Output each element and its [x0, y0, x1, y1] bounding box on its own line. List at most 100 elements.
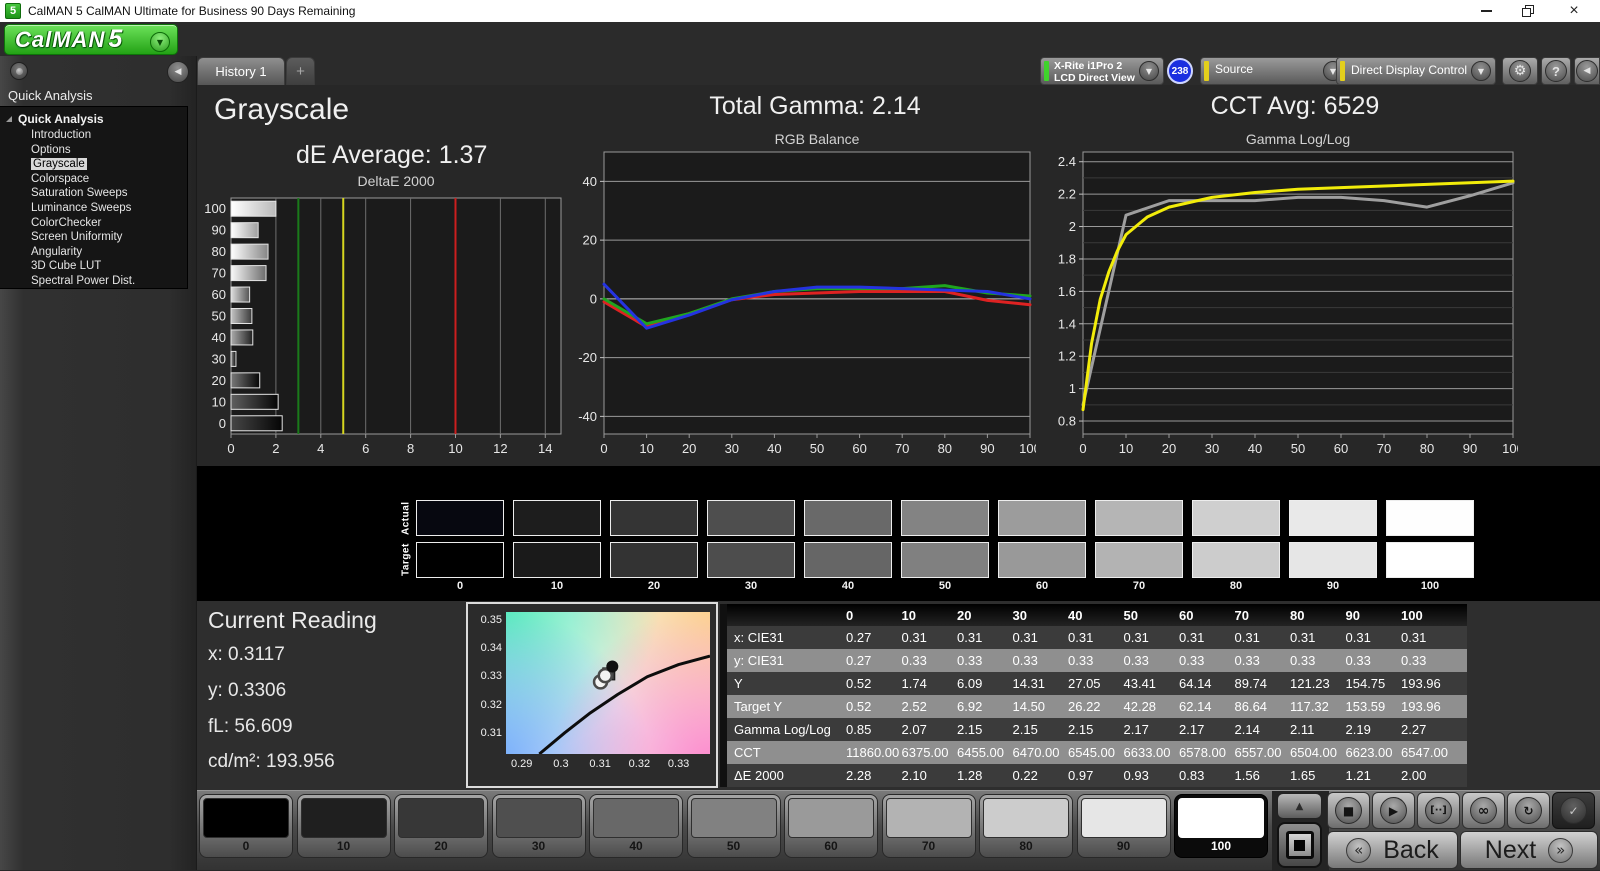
- actual-patch-20: [610, 500, 698, 536]
- sidebar-item-saturation-sweeps[interactable]: Saturation Sweeps: [31, 187, 128, 200]
- range-button[interactable]: [··]: [1417, 792, 1460, 829]
- source-dropdown[interactable]: Source ▼: [1200, 57, 1348, 85]
- display-control-dropdown[interactable]: Direct Display Control ▼: [1336, 57, 1496, 85]
- pattern-button-90[interactable]: 90: [1076, 794, 1171, 858]
- pattern-button-100[interactable]: 100: [1174, 794, 1268, 858]
- close-button[interactable]: ×: [1569, 2, 1579, 19]
- confirm-button[interactable]: ✓: [1552, 792, 1595, 829]
- pattern-level-label: 100: [1210, 839, 1232, 853]
- sidebar-item-introduction[interactable]: Introduction: [31, 129, 92, 141]
- cie-y-tick: 0.32: [480, 698, 502, 711]
- table-cell: 1.65: [1290, 768, 1316, 783]
- table-cell: 193.96: [1401, 676, 1441, 691]
- pattern-button-30[interactable]: 30: [491, 794, 586, 858]
- refresh-button[interactable]: ↻: [1507, 792, 1550, 829]
- sidebar: ◀ Quick Analysis Quick Analysis Introduc…: [0, 56, 197, 870]
- pattern-button-0[interactable]: 0: [199, 794, 293, 858]
- play-icon: ▶: [1380, 797, 1407, 824]
- pattern-window-button[interactable]: [1277, 822, 1322, 868]
- table-cell: 6557.00: [1234, 745, 1282, 760]
- current-reading-cdm2: cd/m²: 193.956: [208, 751, 335, 772]
- table-cell: 2.14: [1234, 722, 1260, 737]
- logo-dropdown-icon[interactable]: ▼: [150, 32, 170, 52]
- window-title: CalMAN 5 CalMAN Ultimate for Business 90…: [28, 4, 356, 18]
- pattern-button-80[interactable]: 80: [979, 794, 1073, 858]
- table-row-label: Gamma Log/Log: [734, 722, 831, 737]
- pattern-level-label: 40: [629, 839, 643, 853]
- svg-text:30: 30: [1205, 441, 1219, 456]
- sidebar-item-grayscale[interactable]: Grayscale: [31, 158, 87, 171]
- sidebar-item-luminance-sweeps[interactable]: Luminance Sweeps: [31, 201, 132, 214]
- chevron-down-icon[interactable]: ▼: [1139, 61, 1159, 81]
- actual-patch-30: [707, 500, 795, 536]
- table-cell: 1.21: [1345, 768, 1371, 783]
- settings-button[interactable]: ⚙: [1502, 57, 1538, 85]
- pattern-button-50[interactable]: 50: [686, 794, 781, 858]
- next-button[interactable]: Next »: [1460, 831, 1598, 869]
- current-reading-y: y: 0.3306: [208, 680, 287, 701]
- pattern-button-10[interactable]: 10: [296, 794, 391, 858]
- table-cell: 117.32: [1290, 699, 1329, 714]
- sidebar-item-colorchecker[interactable]: ColorChecker: [31, 216, 102, 229]
- range-icon: [··]: [1425, 797, 1452, 824]
- table-cell: 6504.00: [1290, 745, 1337, 760]
- loop-icon: ∞: [1470, 797, 1497, 824]
- svg-text:100: 100: [1502, 441, 1518, 456]
- add-tab-button[interactable]: +: [286, 57, 315, 85]
- pattern-button-20[interactable]: 20: [394, 794, 488, 858]
- sidebar-item-3d-cube-lut[interactable]: 3D Cube LUT: [31, 260, 102, 273]
- pattern-button-70[interactable]: 70: [881, 794, 976, 858]
- svg-text:0.8: 0.8: [1058, 414, 1076, 429]
- tree-root-label: Quick Analysis: [18, 112, 104, 126]
- collapse-panel-button[interactable]: ◀: [1574, 57, 1600, 85]
- table-cell: 1.28: [957, 768, 983, 783]
- measurement-table: 0 10 20 30 40 50 60 70 80 90 100 x: CIE31 0.27 0.31 0.…: [720, 604, 1467, 787]
- svg-text:60: 60: [1334, 441, 1348, 456]
- table-cell: 1.56: [1234, 768, 1260, 783]
- table-cell: 2.19: [1345, 722, 1371, 737]
- chevron-down-icon[interactable]: ▼: [1471, 61, 1491, 81]
- table-cell: 0.52: [846, 676, 872, 691]
- play-button[interactable]: ▶: [1372, 792, 1415, 829]
- sidebar-item-colorspace[interactable]: Colorspace: [31, 172, 90, 185]
- collapse-sidebar-button[interactable]: ◀: [167, 61, 189, 83]
- cie-x-tick: 0.32: [628, 758, 651, 770]
- tree-root-quick-analysis[interactable]: Quick Analysis: [0, 111, 187, 128]
- target-patch-70: [1095, 542, 1183, 578]
- help-button[interactable]: ?: [1541, 57, 1571, 85]
- workflow-radio-button[interactable]: [10, 62, 28, 80]
- table-column-header: 100: [1401, 607, 1423, 623]
- table-cell: 0.97: [1068, 768, 1094, 783]
- svg-text:1: 1: [1069, 381, 1076, 396]
- tree-expand-icon[interactable]: [6, 116, 12, 122]
- pattern-level-label: 50: [726, 839, 741, 853]
- svg-text:2: 2: [272, 441, 279, 456]
- sidebar-item-spectral-power-dist-[interactable]: Spectral Power Dist.: [31, 274, 136, 287]
- tab-history-1[interactable]: History 1: [197, 57, 285, 85]
- meter-dropdown[interactable]: X-Rite i1Pro 2 LCD Direct View ▼: [1040, 57, 1164, 85]
- cct-average-readout: CCT Avg: 6529: [1210, 92, 1380, 120]
- cie-y-tick: 0.33: [480, 670, 502, 683]
- strip-level-label: 80: [1229, 580, 1243, 592]
- sidebar-item-screen-uniformity[interactable]: Screen Uniformity: [31, 231, 123, 244]
- target-patch-20: [610, 542, 698, 578]
- sidebar-item-angularity[interactable]: Angularity: [31, 245, 83, 258]
- back-button[interactable]: « Back: [1327, 831, 1458, 869]
- restore-button[interactable]: [1512, 0, 1544, 22]
- minimize-button[interactable]: [1470, 0, 1502, 22]
- pattern-level-label: 70: [921, 839, 936, 853]
- actual-patch-70: [1095, 500, 1183, 536]
- stop-button[interactable]: ■: [1327, 792, 1370, 829]
- table-cell: 0.31: [1123, 630, 1149, 645]
- svg-text:70: 70: [895, 441, 909, 456]
- sidebar-item-options[interactable]: Options: [31, 143, 71, 156]
- expand-up-button[interactable]: ▲: [1277, 793, 1322, 819]
- table-column-header: 70: [1234, 607, 1249, 623]
- calman-logo-menu[interactable]: CalMAN 5 ▼: [4, 24, 178, 55]
- loop-button[interactable]: ∞: [1462, 792, 1505, 829]
- svg-text:2.2: 2.2: [1058, 187, 1076, 202]
- table-cell: 0.31: [1401, 630, 1427, 645]
- table-cell: 42.28: [1123, 699, 1157, 714]
- pattern-button-60[interactable]: 60: [784, 794, 878, 858]
- pattern-button-40[interactable]: 40: [589, 794, 683, 858]
